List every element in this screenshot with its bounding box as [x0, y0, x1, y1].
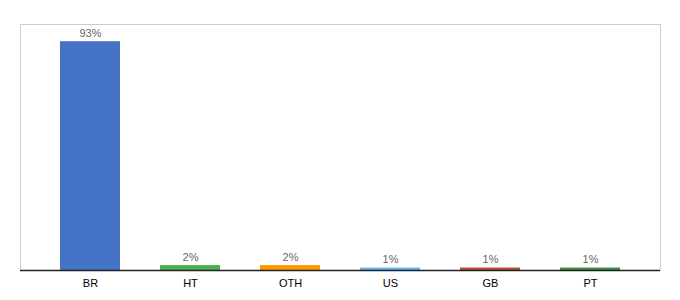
svg-text:1%: 1%: [383, 253, 399, 265]
svg-text:US: US: [383, 277, 398, 289]
svg-text:2%: 2%: [283, 251, 299, 263]
svg-text:OTH: OTH: [279, 277, 302, 289]
svg-text:1%: 1%: [583, 253, 599, 265]
svg-text:HT: HT: [183, 277, 198, 289]
svg-text:BR: BR: [83, 277, 98, 289]
svg-text:93%: 93%: [79, 27, 101, 39]
svg-text:2%: 2%: [183, 251, 199, 263]
svg-text:PT: PT: [583, 277, 597, 289]
svg-text:1%: 1%: [483, 253, 499, 265]
svg-text:GB: GB: [483, 277, 499, 289]
